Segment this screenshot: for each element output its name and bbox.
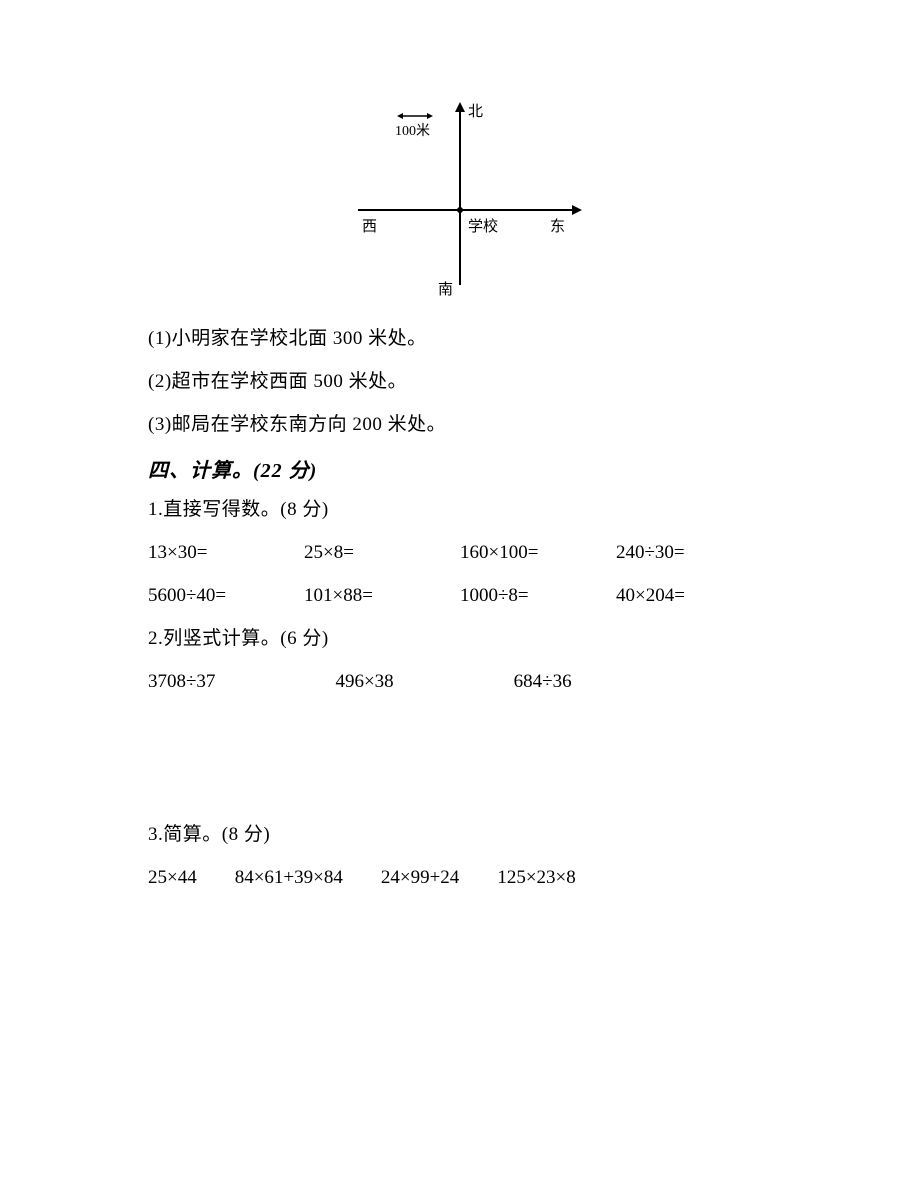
subsection-3: 3.简算。(8 分) [148, 816, 772, 854]
calc-1-2: 25×8= [304, 534, 460, 572]
south-label: 南 [438, 278, 453, 299]
calc-2-4: 40×204= [616, 577, 772, 615]
section-4-header: 四、计算。(22 分) [148, 454, 772, 483]
calc-1-3: 160×100= [460, 534, 616, 572]
statement-2: (2)超市在学校西面 500 米处。 [148, 363, 772, 401]
center-label: 学校 [468, 215, 498, 236]
work-space [148, 706, 772, 816]
west-label: 西 [362, 215, 377, 236]
calc-4-1: 25×44 [148, 859, 197, 897]
calc-1-1: 13×30= [148, 534, 304, 572]
north-label: 北 [468, 100, 483, 121]
calc-1-4: 240÷30= [616, 534, 772, 572]
calc-2-1: 5600÷40= [148, 577, 304, 615]
calc-3-3: 684÷36 [514, 663, 572, 701]
calc-row-4: 25×44 84×61+39×84 24×99+24 125×23×8 [148, 859, 772, 897]
calc-row-2: 5600÷40= 101×88= 1000÷8= 40×204= [148, 577, 772, 615]
statement-1: (1)小明家在学校北面 300 米处。 [148, 320, 772, 358]
east-label: 东 [550, 215, 565, 236]
calc-row-1: 13×30= 25×8= 160×100= 240÷30= [148, 534, 772, 572]
page-content: 100米 北 南 西 东 学校 (1)小明家在学校北面 300 米处。 (2)超… [0, 0, 920, 897]
subsection-1: 1.直接写得数。(8 分) [148, 491, 772, 529]
calc-3-2: 496×38 [335, 663, 393, 701]
calc-row-3: 3708÷37 496×38 684÷36 [148, 663, 772, 701]
scale-label: 100米 [395, 120, 430, 140]
statement-3: (3)邮局在学校东南方向 200 米处。 [148, 406, 772, 444]
subsection-2: 2.列竖式计算。(6 分) [148, 620, 772, 658]
calc-3-1: 3708÷37 [148, 663, 215, 701]
calc-4-4: 125×23×8 [497, 859, 575, 897]
compass-diagram: 100米 北 南 西 东 学校 [320, 90, 600, 290]
compass-svg [320, 90, 600, 290]
diagram-container: 100米 北 南 西 东 学校 [148, 90, 772, 290]
calc-4-3: 24×99+24 [381, 859, 459, 897]
calc-2-2: 101×88= [304, 577, 460, 615]
calc-4-2: 84×61+39×84 [235, 859, 343, 897]
calc-2-3: 1000÷8= [460, 577, 616, 615]
